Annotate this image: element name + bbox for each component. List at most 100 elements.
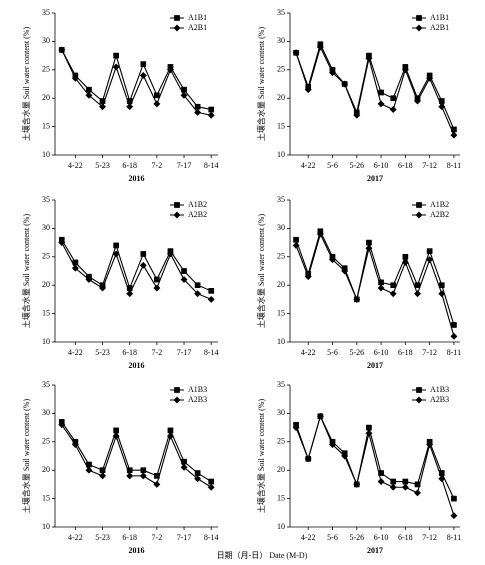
panel: 10 15 20 25 30 35 4-22 5-23 6-18 7-2 7-17 8-14 2016 土…	[21, 8, 219, 183]
legend-marker	[174, 15, 180, 21]
marker	[140, 61, 147, 67]
marker	[98, 284, 107, 292]
series-line	[61, 49, 212, 116]
marker	[353, 111, 361, 119]
marker	[153, 100, 161, 108]
y-tick-label: 10	[277, 522, 285, 531]
marker	[316, 43, 324, 51]
y-tick-label: 25	[42, 252, 50, 261]
x-axis-label: 2017	[367, 174, 383, 183]
y-tick-label: 30	[277, 408, 285, 417]
panel: 10 15 20 25 30 35 4-22 5-6 5-26 6-10 6-18 7-12 8-11 2…	[256, 195, 461, 370]
series-line	[295, 45, 455, 136]
marker	[390, 282, 397, 289]
marker	[413, 290, 422, 298]
marker	[86, 86, 92, 93]
series-line	[61, 421, 212, 483]
marker	[450, 131, 458, 139]
legend-label: A2B1	[188, 23, 207, 32]
marker	[390, 95, 397, 102]
marker	[413, 489, 422, 497]
marker	[180, 91, 188, 99]
marker	[328, 256, 337, 264]
x-tick-label: 4-22	[68, 348, 83, 357]
x-tick-label: 4-22	[301, 533, 316, 542]
x-tick-label: 5-26	[349, 533, 364, 542]
y-tick-label: 20	[277, 93, 285, 102]
marker	[207, 483, 215, 491]
marker	[402, 478, 409, 485]
marker	[341, 452, 349, 460]
marker	[401, 483, 409, 491]
marker	[438, 103, 446, 111]
marker	[58, 421, 66, 429]
marker	[353, 480, 361, 488]
marker	[58, 239, 66, 247]
x-tick-label: 6-10	[374, 533, 389, 542]
x-tick-label: 5-23	[95, 348, 110, 357]
marker	[426, 74, 434, 82]
panel: 10 15 20 25 30 35 4-22 5-23 6-18 7-2 7-17 8-14 2016 土…	[21, 195, 219, 370]
x-tick-label: 6-18	[122, 533, 137, 542]
marker	[304, 86, 312, 94]
x-tick-label: 7-2	[152, 161, 163, 170]
y-tick-label: 15	[42, 308, 50, 317]
marker	[126, 472, 134, 480]
y-tick-label: 20	[277, 465, 285, 474]
y-tick-label: 25	[277, 437, 285, 446]
legend-label: A2B2	[188, 210, 207, 219]
legend-marker	[416, 15, 422, 21]
marker	[112, 63, 120, 71]
y-tick-label: 20	[42, 93, 50, 102]
y-tick-label: 35	[277, 8, 285, 17]
marker	[208, 288, 215, 294]
y-tick-label: 25	[42, 437, 50, 446]
x-tick-label: 7-2	[152, 533, 163, 542]
panel: 10 15 20 25 30 35 4-22 5-23 6-18 7-2 7-17 8-14 2016 土…	[21, 380, 219, 555]
x-tick-label: 4-22	[68, 161, 83, 170]
marker	[126, 290, 134, 298]
y-tick-label: 15	[42, 121, 50, 130]
x-tick-label: 7-12	[422, 533, 437, 542]
marker	[113, 242, 119, 249]
y-tick-label: 30	[42, 408, 50, 417]
legend-marker	[174, 387, 180, 393]
marker	[181, 268, 187, 274]
marker	[85, 466, 93, 474]
y-tick-label: 20	[42, 280, 50, 289]
series-line	[61, 242, 212, 300]
x-tick-label: 6-18	[122, 348, 137, 357]
x-axis-title: 日期（月-日） Date (M-D)	[217, 551, 308, 560]
series-line	[295, 42, 455, 130]
marker	[426, 441, 434, 449]
x-tick-label: 7-17	[177, 533, 192, 542]
marker	[139, 261, 147, 269]
legend-label: A2B1	[430, 23, 449, 32]
marker	[208, 478, 215, 485]
marker	[85, 275, 93, 284]
marker	[71, 441, 79, 449]
x-tick-label: 6-18	[398, 348, 413, 357]
marker	[451, 495, 457, 502]
marker	[413, 97, 422, 105]
x-tick-label: 5-23	[95, 533, 110, 542]
y-tick-label: 35	[42, 8, 50, 17]
y-tick-label: 10	[277, 150, 285, 159]
panel: 10 15 20 25 30 35 4-22 5-6 5-26 6-10 6-18 7-12 8-11 2…	[256, 380, 461, 555]
marker	[293, 236, 299, 243]
x-tick-label: 5-6	[327, 348, 338, 357]
series-line	[61, 239, 212, 292]
x-tick-label: 6-18	[398, 533, 413, 542]
y-tick-label: 30	[277, 223, 285, 232]
marker	[377, 478, 385, 486]
x-tick-label: 5-26	[349, 348, 364, 357]
y-tick-label: 20	[42, 465, 50, 474]
y-tick-label: 10	[42, 522, 50, 531]
legend-label: A1B2	[430, 200, 449, 209]
panel: 10 15 20 25 30 35 4-22 5-6 5-26 6-10 6-18 7-12 8-11 2…	[256, 8, 461, 183]
x-tick-label: 8-11	[447, 161, 461, 170]
y-axis-label: 土壤含水量 Soil water content (%)	[256, 27, 266, 142]
marker	[194, 103, 201, 110]
marker	[365, 429, 373, 437]
